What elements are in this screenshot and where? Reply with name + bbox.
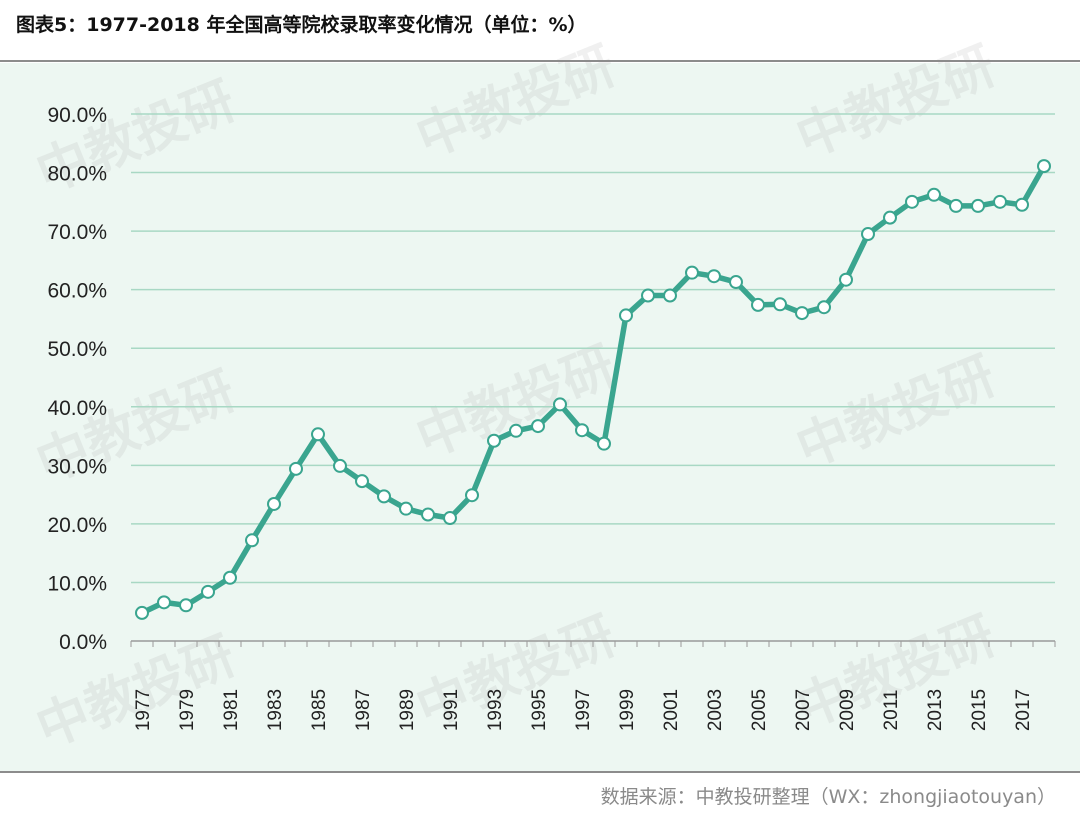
data-point (641, 288, 655, 303)
y-tick-label: 40.0% (47, 397, 107, 420)
x-tick-label: 2009 (837, 689, 858, 731)
data-point (509, 423, 523, 438)
x-tick-label: 2003 (705, 689, 726, 731)
data-point (1015, 197, 1029, 212)
data-point (817, 300, 831, 315)
data-point (927, 187, 941, 202)
data-point (663, 288, 677, 303)
x-tick-label: 2011 (881, 690, 902, 731)
y-tick-label: 20.0% (47, 514, 107, 537)
data-point (707, 269, 721, 284)
data-point (729, 275, 743, 290)
x-tick-label: 1981 (221, 689, 242, 731)
y-tick-label: 90.0% (47, 104, 107, 127)
data-point (553, 397, 567, 412)
y-tick-label: 30.0% (47, 455, 107, 478)
x-tick-label: 1977 (133, 689, 154, 731)
data-point (883, 210, 897, 225)
data-point (751, 297, 765, 312)
data-point (157, 595, 171, 610)
data-point (245, 533, 259, 548)
data-point (465, 488, 479, 503)
series-line (139, 163, 1047, 616)
x-tick-label: 1979 (177, 689, 198, 731)
x-tick-label: 1989 (397, 689, 418, 731)
data-point (487, 433, 501, 448)
data-point (531, 419, 545, 434)
data-point (443, 511, 457, 526)
data-point (399, 501, 413, 516)
chart-background (0, 63, 1080, 772)
x-tick-label: 2017 (1013, 689, 1034, 731)
data-point (795, 306, 809, 321)
x-tick-label: 1993 (485, 689, 506, 731)
x-tick-label: 2007 (793, 689, 814, 731)
x-tick-label: 1995 (529, 689, 550, 731)
x-tick-label: 2005 (749, 689, 770, 731)
x-tick-label: 2013 (925, 689, 946, 731)
data-point (289, 461, 303, 476)
y-tick-label: 0.0% (59, 631, 107, 654)
data-point (619, 308, 633, 323)
data-point (421, 507, 435, 522)
x-tick-label: 1999 (617, 689, 638, 731)
data-point (135, 605, 149, 620)
x-tick-label: 1997 (573, 689, 594, 731)
x-tick-label: 1983 (265, 689, 286, 731)
data-point (971, 198, 985, 213)
chart-title: 图表5：1977-2018 年全国高等院校录取率变化情况（单位：%） (16, 14, 587, 36)
y-tick-label: 80.0% (47, 163, 107, 186)
data-point (179, 598, 193, 613)
data-point (949, 198, 963, 213)
bottom-divider (0, 771, 1080, 773)
source-note: 数据来源：中教投研整理（WX：zhongjiaotouyan） (600, 786, 1056, 808)
y-tick-label: 60.0% (47, 280, 107, 303)
x-tick-label: 1991 (441, 689, 462, 731)
data-point (993, 194, 1007, 209)
data-point (333, 458, 347, 473)
y-tick-label: 50.0% (47, 338, 107, 361)
data-point (223, 570, 237, 585)
data-point (839, 272, 853, 287)
data-point (685, 265, 699, 280)
data-point (355, 474, 369, 489)
x-tick-label: 2001 (661, 689, 682, 731)
x-tick-label: 2015 (969, 689, 990, 731)
data-point (575, 423, 589, 438)
x-tick-label: 1987 (353, 689, 374, 731)
y-tick-label: 10.0% (47, 572, 107, 595)
data-point (311, 427, 325, 442)
data-point (377, 489, 391, 504)
data-point (1037, 159, 1051, 174)
y-tick-label: 70.0% (47, 221, 107, 244)
data-point (773, 297, 787, 312)
data-point (267, 496, 281, 511)
data-point (201, 584, 215, 599)
data-point (861, 227, 875, 242)
data-point (905, 194, 919, 209)
top-divider (0, 60, 1080, 62)
x-tick-label: 1985 (309, 689, 330, 731)
data-point (597, 436, 611, 451)
